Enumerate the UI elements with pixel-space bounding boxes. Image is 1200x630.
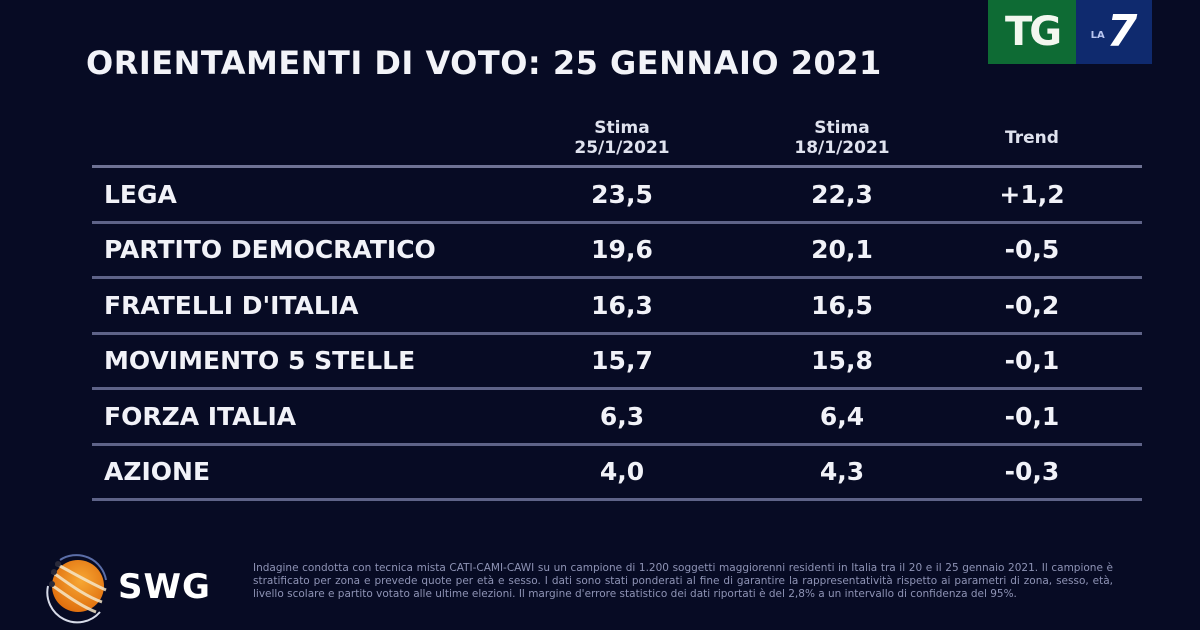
header-label: Stima	[594, 118, 650, 138]
current-value: 4,0	[599, 457, 645, 486]
current-value: 19,6	[591, 235, 653, 264]
tg-logo-block: TG	[988, 0, 1076, 64]
previous-value: 22,3	[811, 179, 873, 209]
party-name: MOVIMENTO 5 STELLE	[104, 346, 416, 375]
previous-value: 20,1	[811, 235, 873, 264]
la-text: LA	[1090, 29, 1105, 41]
party-name: FORZA ITALIA	[104, 401, 297, 431]
current-value: 15,7	[591, 346, 653, 375]
swg-logo: SWG	[40, 550, 211, 624]
table-row: LEGA 23,5 22,3 +1,2	[92, 168, 1142, 224]
table-row: PARTITO DEMOCRATICO 19,6 20,1 -0,5	[92, 224, 1142, 279]
table-row: FORZA ITALIA 6,3 6,4 -0,1	[92, 390, 1142, 446]
previous-value: 15,8	[811, 346, 873, 375]
party-name: PARTITO DEMOCRATICO	[104, 235, 436, 264]
previous-value: 16,5	[811, 290, 873, 320]
current-value: 6,3	[599, 401, 645, 431]
header-current-estimate: Stima 25/1/2021	[552, 118, 692, 158]
methodology-footnote: Indagine condotta con tecnica mista CATI…	[253, 562, 1113, 600]
trend-value: -0,1	[1004, 346, 1060, 375]
globe-icon	[40, 550, 114, 624]
la7-logo-block: LA 7	[1076, 0, 1152, 64]
trend-value: -0,1	[1004, 401, 1060, 431]
party-name: LEGA	[104, 179, 177, 209]
trend-value: -0,5	[1004, 235, 1060, 264]
previous-value: 6,4	[819, 401, 865, 431]
swg-wordmark: SWG	[118, 567, 211, 607]
vote-table: Stima 25/1/2021 Stima 18/1/2021 Trend LE…	[92, 114, 1142, 501]
current-value: 23,5	[591, 179, 653, 209]
header-date: 18/1/2021	[794, 138, 890, 158]
table-header: Stima 25/1/2021 Stima 18/1/2021 Trend	[92, 114, 1142, 168]
party-name: FRATELLI D'ITALIA	[104, 290, 359, 320]
header-label: Stima	[814, 118, 870, 138]
party-name: AZIONE	[104, 457, 211, 486]
table-row: FRATELLI D'ITALIA 16,3 16,5 -0,2	[92, 279, 1142, 335]
trend-value: -0,3	[1004, 457, 1060, 486]
current-value: 16,3	[591, 290, 653, 320]
previous-value: 4,3	[819, 457, 865, 486]
tg-la7-logo: TG LA 7	[988, 0, 1152, 64]
table-row: MOVIMENTO 5 STELLE 15,7 15,8 -0,1	[92, 335, 1142, 390]
header-date: 25/1/2021	[574, 138, 670, 158]
trend-value: -0,2	[1004, 290, 1060, 320]
header-trend: Trend	[1005, 128, 1059, 148]
table-row: AZIONE 4,0 4,3 -0,3	[92, 446, 1142, 501]
page-title: ORIENTAMENTI DI VOTO: 25 GENNAIO 2021	[86, 44, 882, 82]
seven-text: 7	[1106, 6, 1138, 57]
header-previous-estimate: Stima 18/1/2021	[772, 118, 912, 158]
trend-value: +1,2	[999, 179, 1065, 209]
